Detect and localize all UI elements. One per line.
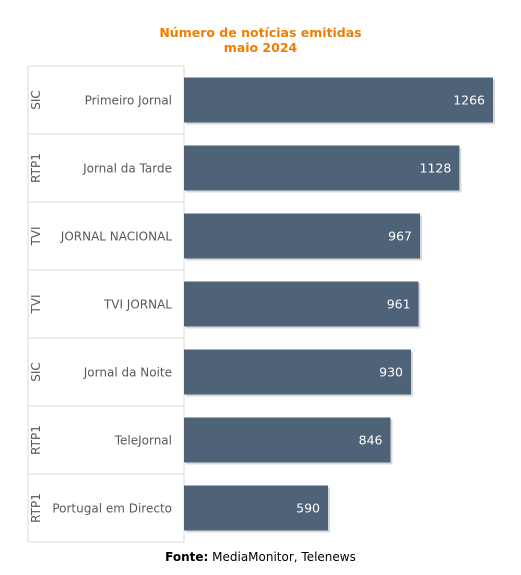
source-label: Fonte: <box>165 550 209 564</box>
channel-label: RTP1 <box>29 425 43 455</box>
channel-label: RTP1 <box>29 153 43 183</box>
program-label: TeleJornal <box>114 434 172 448</box>
source-text: MediaMonitor, Telenews <box>212 550 356 564</box>
bar <box>184 213 421 259</box>
channel-label: SIC <box>29 362 43 382</box>
data-label: 961 <box>387 297 411 312</box>
program-label: JORNAL NACIONAL <box>60 230 173 244</box>
program-label: Jornal da Tarde <box>82 162 172 176</box>
source-note: Fonte: MediaMonitor, Telenews <box>0 550 521 564</box>
data-label: 1266 <box>453 93 485 108</box>
chart-title: Número de notícias emitidas maio 2024 <box>0 25 521 55</box>
bar <box>184 485 329 531</box>
bar <box>184 349 411 395</box>
channel-label: TVI <box>29 294 43 314</box>
channel-label: SIC <box>29 90 43 110</box>
data-label: 930 <box>379 365 403 380</box>
bar <box>184 77 493 123</box>
data-label: 1128 <box>420 161 452 176</box>
data-label: 846 <box>359 433 383 448</box>
chart-title-line2: maio 2024 <box>223 40 298 55</box>
data-label: 967 <box>388 229 412 244</box>
category-labels: Primeiro Jornal SIC Jornal da Tarde RTP1 JOR… <box>29 90 172 523</box>
bar <box>184 417 391 463</box>
bar-chart: 1266 1128 967 961 930 846 590 Primeiro Jornal S… <box>27 65 495 543</box>
program-label: Portugal em Directo <box>52 502 172 516</box>
channel-label: RTP1 <box>29 493 43 523</box>
bar <box>184 281 419 327</box>
bars: 1266 1128 967 961 930 846 590 <box>184 77 495 533</box>
data-label: 590 <box>296 501 320 516</box>
channel-label: TVI <box>29 226 43 246</box>
program-label: Jornal da Noite <box>83 366 172 380</box>
bar <box>184 145 460 191</box>
program-label: TVI JORNAL <box>103 298 172 312</box>
program-label: Primeiro Jornal <box>85 94 172 108</box>
chart-title-line1: Número de notícias emitidas <box>159 25 362 40</box>
